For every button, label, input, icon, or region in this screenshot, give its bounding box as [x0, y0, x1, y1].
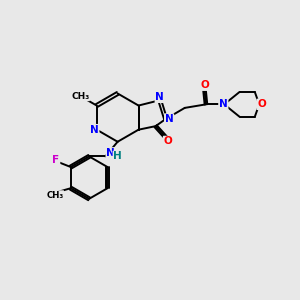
Text: O: O [200, 80, 209, 90]
Text: N: N [219, 99, 228, 110]
Text: N: N [155, 92, 164, 102]
Text: F: F [52, 155, 60, 165]
Text: O: O [257, 99, 266, 110]
Text: CH₃: CH₃ [71, 92, 89, 100]
Text: H: H [113, 152, 122, 161]
Text: N: N [90, 125, 99, 135]
Text: N: N [106, 148, 115, 158]
Text: N: N [165, 114, 173, 124]
Text: CH₃: CH₃ [46, 191, 64, 200]
Text: O: O [164, 136, 172, 146]
